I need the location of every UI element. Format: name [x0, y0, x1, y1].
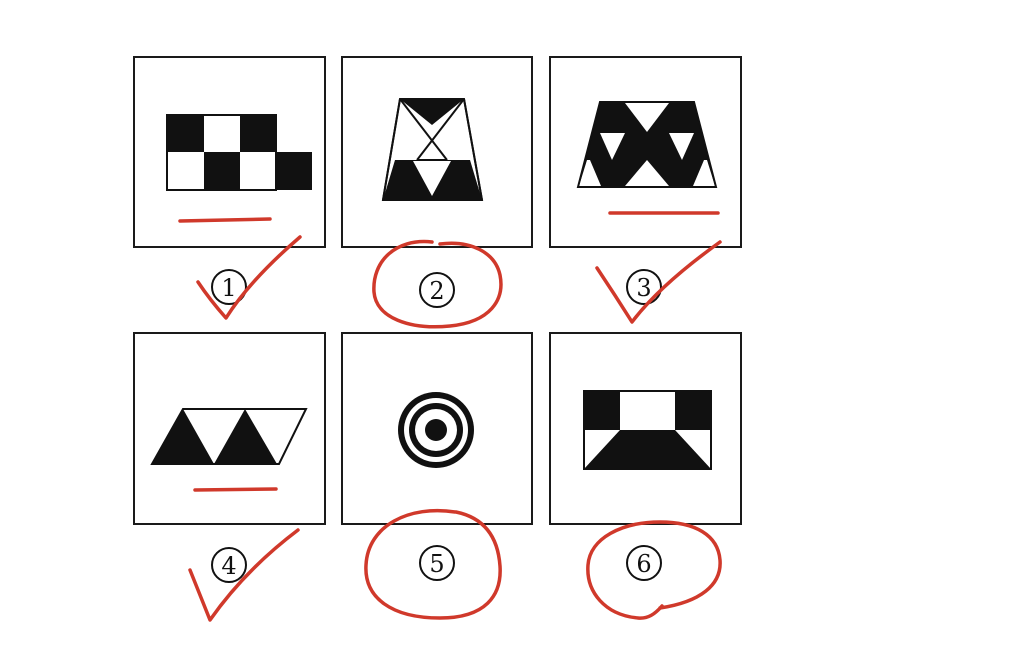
label-3-number: 3: [636, 274, 651, 302]
figure-1-checker-shape: [166, 114, 312, 191]
figure-5-concentric-circles: [398, 392, 474, 468]
label-1: 1: [211, 269, 247, 305]
label-4-ring: [211, 547, 247, 583]
figure-6: [549, 332, 742, 525]
label-5-ring: [419, 545, 455, 581]
figure-3: [549, 56, 742, 248]
circle-mark-2: [372, 239, 503, 329]
underline-mark-4: [193, 487, 278, 492]
annotations: [178, 211, 722, 622]
label-4: 4: [211, 547, 247, 583]
label-6: 6: [626, 545, 662, 581]
label-6-number: 6: [636, 550, 651, 578]
checkmark-3: [595, 240, 722, 324]
figure-3-trapezoid-shape: [576, 101, 718, 188]
label-3: 3: [626, 269, 662, 305]
label-5-number: 5: [429, 550, 444, 578]
label-6-ring: [626, 545, 662, 581]
label-1-ring: [211, 269, 247, 305]
figure-2: [341, 56, 533, 248]
circle-mark-5: [364, 508, 502, 620]
underline-mark-1: [178, 217, 272, 223]
figure-5: [341, 332, 533, 525]
figure-4-parallelogram-shape: [150, 408, 308, 465]
figure-6-rectangle-shape: [583, 390, 712, 470]
label-3-ring: [626, 269, 662, 305]
label-4-number: 4: [221, 552, 236, 580]
figure-4: [133, 332, 326, 525]
label-5: 5: [419, 545, 455, 581]
label-2: 2: [419, 272, 455, 308]
label-1-number: 1: [221, 274, 236, 302]
checkmark-1: [196, 235, 302, 320]
figure-2-frame: [341, 56, 533, 248]
label-2-number: 2: [429, 277, 444, 305]
checkmark-4: [188, 528, 300, 622]
label-2-ring: [419, 272, 455, 308]
figure-2-trapezoid-shape: [381, 98, 484, 201]
figure-1: [133, 56, 326, 248]
circle-mark-6: [586, 520, 722, 620]
